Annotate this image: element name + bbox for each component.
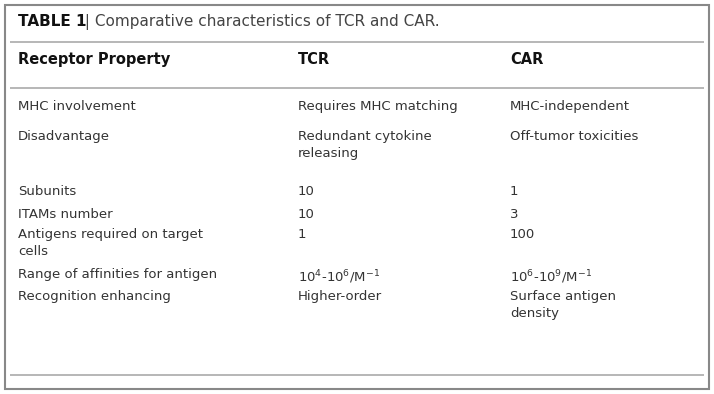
Text: Redundant cytokine
releasing: Redundant cytokine releasing xyxy=(298,130,432,160)
Text: 1: 1 xyxy=(510,185,518,198)
Text: 100: 100 xyxy=(510,228,536,241)
Text: Off-tumor toxicities: Off-tumor toxicities xyxy=(510,130,638,143)
Text: Higher-order: Higher-order xyxy=(298,290,382,303)
Text: Requires MHC matching: Requires MHC matching xyxy=(298,100,458,113)
Text: MHC-independent: MHC-independent xyxy=(510,100,630,113)
Text: 3: 3 xyxy=(510,208,518,221)
Text: CAR: CAR xyxy=(510,52,543,67)
Text: Disadvantage: Disadvantage xyxy=(18,130,110,143)
Text: MHC involvement: MHC involvement xyxy=(18,100,136,113)
Text: Range of affinities for antigen: Range of affinities for antigen xyxy=(18,268,217,281)
Text: ITAMs number: ITAMs number xyxy=(18,208,113,221)
Text: Subunits: Subunits xyxy=(18,185,76,198)
Text: 10: 10 xyxy=(298,208,315,221)
Text: | Comparative characteristics of TCR and CAR.: | Comparative characteristics of TCR and… xyxy=(80,14,440,30)
Text: Antigens required on target
cells: Antigens required on target cells xyxy=(18,228,203,258)
Text: $10^4$-$10^6$/M$^{-1}$: $10^4$-$10^6$/M$^{-1}$ xyxy=(298,268,380,286)
Text: Surface antigen
density: Surface antigen density xyxy=(510,290,616,320)
Text: 10: 10 xyxy=(298,185,315,198)
Text: TABLE 1: TABLE 1 xyxy=(18,14,86,29)
Text: Recognition enhancing: Recognition enhancing xyxy=(18,290,171,303)
Text: $10^6$-$10^9$/M$^{-1}$: $10^6$-$10^9$/M$^{-1}$ xyxy=(510,268,592,286)
Text: TCR: TCR xyxy=(298,52,330,67)
Text: 1: 1 xyxy=(298,228,306,241)
Text: Receptor Property: Receptor Property xyxy=(18,52,170,67)
